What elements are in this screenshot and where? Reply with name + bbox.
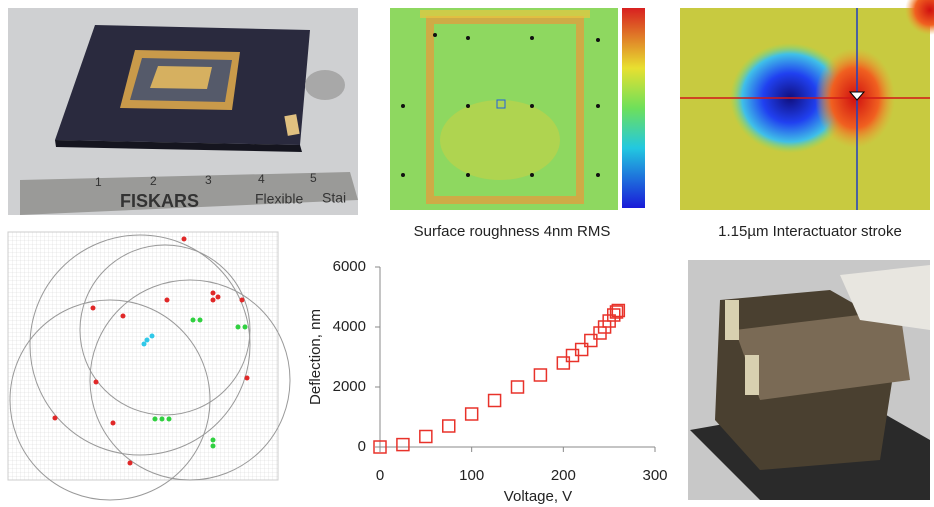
x-tick-label: 300 xyxy=(642,467,667,484)
y-tick-label: 0 xyxy=(358,438,366,455)
figure: 1 2 3 4 5 FISKARS Flexible Stai Surface … xyxy=(0,0,934,507)
ruler-brand: FISKARS xyxy=(120,191,199,211)
marker xyxy=(466,408,478,420)
ruler-number: 3 xyxy=(205,173,212,187)
y-tick-label: 6000 xyxy=(333,258,366,275)
marker xyxy=(443,420,455,432)
stroke-map xyxy=(680,0,934,210)
marker xyxy=(585,335,597,347)
x-tick-label: 100 xyxy=(459,467,484,484)
caption: 1.15µm Interactuator stroke xyxy=(718,223,902,240)
ruler-word: Stai xyxy=(322,190,346,206)
y-tick-label: 4000 xyxy=(333,318,366,335)
x-tick-label: 0 xyxy=(376,467,384,484)
x-tick-label: 200 xyxy=(551,467,576,484)
y-axis-label: Deflection, nm xyxy=(307,309,324,405)
caption: Surface roughness 4nm RMS xyxy=(414,223,611,240)
ruler-number: 5 xyxy=(310,171,317,185)
ruler-word: Flexible xyxy=(255,191,303,207)
surface-map xyxy=(390,8,645,210)
chip-photo: 1 2 3 4 5 FISKARS Flexible Stai xyxy=(8,8,358,215)
ruler-number: 4 xyxy=(258,172,265,186)
y-tick-label: 2000 xyxy=(333,378,366,395)
marker xyxy=(557,357,569,369)
marker xyxy=(420,431,432,443)
marker xyxy=(512,381,524,393)
hardware-photo xyxy=(688,260,930,500)
ruler-number: 2 xyxy=(150,174,157,188)
actuator-layout xyxy=(8,232,290,500)
marker xyxy=(397,439,409,451)
color-bar xyxy=(622,8,645,208)
marker xyxy=(534,369,546,381)
ruler-number: 1 xyxy=(95,175,102,189)
marker xyxy=(489,395,501,407)
x-axis-label: Voltage, V xyxy=(504,488,572,505)
